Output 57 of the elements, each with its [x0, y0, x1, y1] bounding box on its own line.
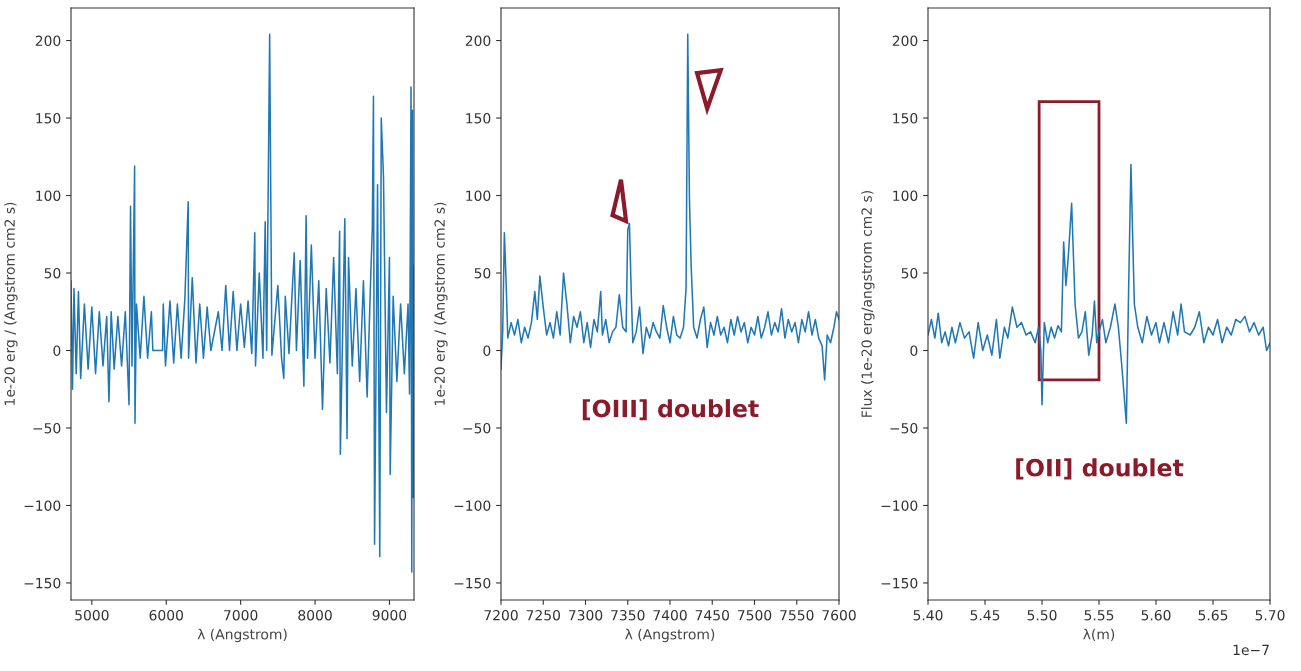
- y-tick-label: −50: [33, 422, 61, 434]
- x-tick-label: 7200: [484, 609, 518, 621]
- y-tick-label: −100: [24, 500, 61, 511]
- x-tick-label: 5.50: [1027, 609, 1057, 621]
- x-tick-label: 5.65: [1198, 609, 1228, 621]
- y-tick-label: 0: [53, 345, 61, 356]
- annotation: [OIII] doublet: [582, 399, 759, 421]
- y-tick-label: 50: [901, 267, 918, 279]
- x-tick-label: 7350: [611, 609, 645, 621]
- x-tick-label: 9000: [372, 609, 407, 621]
- y-tick-label: 100: [36, 190, 61, 201]
- y-tick-label: −100: [881, 500, 918, 511]
- x-axis-title: λ (Angstrom): [197, 628, 287, 643]
- x-tick-label: 7300: [568, 609, 603, 621]
- x-tick-label: 7500: [737, 609, 772, 621]
- text: 1e−7: [1233, 644, 1269, 656]
- y-tick-label: 0: [910, 345, 918, 356]
- x-axis-title: λ (Angstrom): [625, 628, 715, 643]
- y-tick-label: −150: [454, 577, 491, 589]
- x-tick-label: 5.60: [1141, 609, 1171, 621]
- y-tick-label: 200: [35, 35, 61, 47]
- x-tick-label: 5.70: [1255, 609, 1285, 621]
- line-series: [501, 33, 839, 381]
- x-tick-label: 5.45: [970, 610, 1000, 621]
- y-tick-label: 50: [474, 267, 491, 279]
- x-tick-label: 7550: [780, 609, 814, 621]
- x-tick-label: 7400: [653, 609, 687, 621]
- y-tick-label: −150: [881, 577, 918, 589]
- x-tick-label: 5.40: [913, 609, 943, 621]
- x-tick-label: 6000: [149, 609, 183, 621]
- y-tick-label: 200: [892, 35, 918, 47]
- y-tick-label: −50: [890, 422, 918, 434]
- x-tick-label: 5.55: [1084, 610, 1114, 621]
- y-tick-label: 200: [465, 35, 491, 47]
- y-axis-title: Flux (1e-20 erg/angstrom cm2 s): [861, 190, 875, 417]
- y-axis-title: 1e-20 erg / (Angstrom cm2 s): [4, 202, 18, 405]
- y-tick-label: −100: [454, 500, 491, 511]
- line-series: [928, 163, 1270, 425]
- y-tick-label: −50: [463, 422, 491, 434]
- y-axis-title: 1e-20 erg / (Angstrom cm2 s): [434, 202, 448, 405]
- x-tick-label: 7000: [224, 609, 258, 621]
- y-tick-label: 100: [466, 190, 491, 201]
- x-tick-label: 7450: [695, 609, 729, 621]
- y-tick-label: 150: [893, 113, 918, 124]
- y-tick-label: 50: [44, 267, 61, 279]
- annotation: [OII] doublet: [1016, 458, 1184, 480]
- x-tick-label: 7250: [526, 609, 560, 621]
- x-tick-label: 8000: [298, 609, 332, 621]
- y-tick-label: 100: [893, 190, 918, 201]
- line-series: [71, 33, 414, 573]
- y-tick-label: 150: [36, 113, 61, 124]
- x-tick-label: 5000: [75, 609, 109, 621]
- y-tick-label: 0: [483, 345, 491, 356]
- y-tick-label: −150: [24, 577, 61, 589]
- x-axis-title: λ(m): [1083, 628, 1115, 642]
- y-tick-label: 150: [466, 113, 491, 124]
- x-tick-label: 7600: [822, 609, 856, 621]
